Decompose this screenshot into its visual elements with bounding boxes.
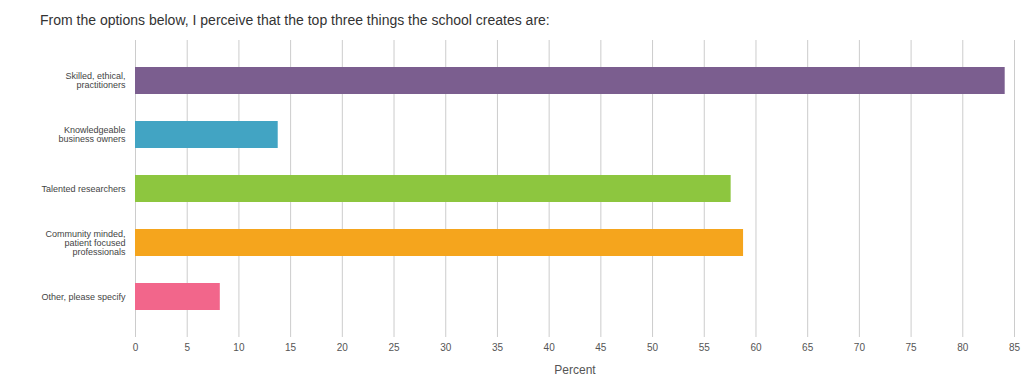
svg-text:20: 20 (337, 342, 349, 353)
svg-text:45: 45 (595, 342, 607, 353)
svg-text:80: 80 (957, 342, 969, 353)
svg-text:75: 75 (906, 342, 918, 353)
svg-text:15: 15 (285, 342, 297, 353)
svg-text:Percent: Percent (554, 363, 596, 377)
svg-text:25: 25 (388, 342, 400, 353)
svg-text:Talented researchers: Talented researchers (41, 184, 126, 194)
svg-text:70: 70 (854, 342, 866, 353)
svg-text:Skilled, ethical,practitioners: Skilled, ethical,practitioners (65, 71, 126, 90)
svg-text:10: 10 (233, 342, 245, 353)
svg-text:55: 55 (699, 342, 711, 353)
svg-text:Other, please specify: Other, please specify (41, 292, 126, 302)
svg-text:Knowledgeablebusiness owners: Knowledgeablebusiness owners (58, 125, 126, 144)
svg-text:50: 50 (647, 342, 659, 353)
svg-text:5: 5 (184, 342, 190, 353)
html-text:From the options below, I perc: From the options below, I perceive that … (40, 12, 550, 28)
svg-text:Community minded,patient focus: Community minded,patient focusedprofessi… (45, 229, 126, 257)
svg-text:60: 60 (750, 342, 762, 353)
svg-text:65: 65 (802, 342, 814, 353)
svg-text:40: 40 (544, 342, 556, 353)
svg-text:35: 35 (492, 342, 504, 353)
svg-text:0: 0 (133, 342, 139, 353)
svg-text:85: 85 (1009, 342, 1021, 353)
svg-text:30: 30 (440, 342, 452, 353)
